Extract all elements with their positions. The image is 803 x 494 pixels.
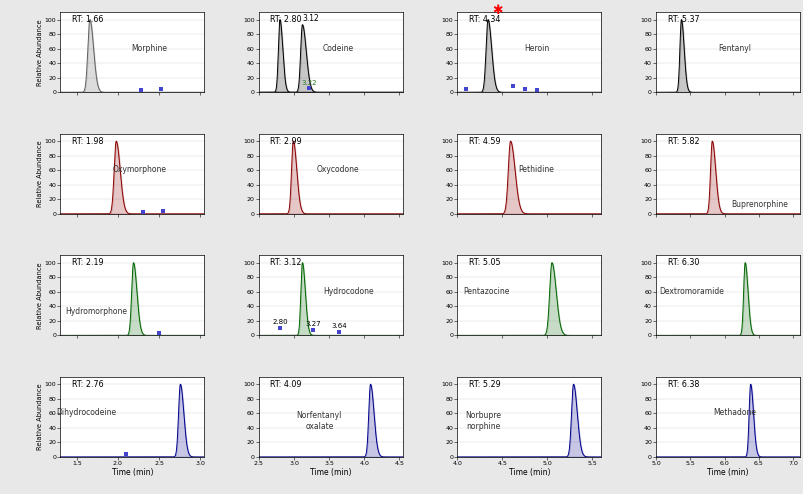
Text: 3.12: 3.12 <box>302 14 319 23</box>
Text: RT: 4.09: RT: 4.09 <box>270 380 302 389</box>
Text: RT: 2.76: RT: 2.76 <box>71 380 104 389</box>
Text: Codeine: Codeine <box>322 44 353 53</box>
X-axis label: Time (min): Time (min) <box>707 467 748 477</box>
Text: RT: 2.80: RT: 2.80 <box>270 15 302 24</box>
Text: Oxycodone: Oxycodone <box>316 165 359 174</box>
Text: RT: 5.82: RT: 5.82 <box>666 137 699 146</box>
Text: Dihydrocodeine: Dihydrocodeine <box>56 409 116 417</box>
Text: RT: 4.59: RT: 4.59 <box>468 137 500 146</box>
Text: 2.80: 2.80 <box>271 319 287 325</box>
Text: Pentazocine: Pentazocine <box>463 287 509 296</box>
Text: Dextromoramide: Dextromoramide <box>658 287 724 296</box>
Text: ✱: ✱ <box>492 4 503 17</box>
Text: RT: 2.99: RT: 2.99 <box>270 137 302 146</box>
Text: Methadone: Methadone <box>713 409 756 417</box>
Text: RT: 1.66: RT: 1.66 <box>71 15 103 24</box>
Text: RT: 5.29: RT: 5.29 <box>468 380 500 389</box>
Text: RT: 6.38: RT: 6.38 <box>666 380 698 389</box>
Y-axis label: Relative Abundance: Relative Abundance <box>37 262 43 329</box>
Text: 3.64: 3.64 <box>331 323 346 329</box>
X-axis label: Time (min): Time (min) <box>112 467 153 477</box>
Text: RT: 1.98: RT: 1.98 <box>71 137 103 146</box>
Text: RT: 4.34: RT: 4.34 <box>468 15 499 24</box>
Text: RT: 5.37: RT: 5.37 <box>666 15 699 24</box>
Text: RT: 3.12: RT: 3.12 <box>270 258 302 267</box>
Text: Fentanyl: Fentanyl <box>718 44 751 53</box>
Text: 3.27: 3.27 <box>305 322 320 328</box>
Text: Norfentanyl
oxalate: Norfentanyl oxalate <box>296 412 341 431</box>
Y-axis label: Relative Abundance: Relative Abundance <box>37 19 43 85</box>
Text: Morphine: Morphine <box>132 44 167 53</box>
X-axis label: Time (min): Time (min) <box>508 467 549 477</box>
Text: Norbupre
norphine: Norbupre norphine <box>465 412 501 431</box>
Text: RT: 6.30: RT: 6.30 <box>666 258 698 267</box>
X-axis label: Time (min): Time (min) <box>310 467 351 477</box>
Text: Buprenorphine: Buprenorphine <box>731 200 787 209</box>
Text: Hydrocodone: Hydrocodone <box>322 287 373 296</box>
Text: RT: 2.19: RT: 2.19 <box>71 258 104 267</box>
Text: Pethidine: Pethidine <box>518 165 554 174</box>
Text: Hydromorphone: Hydromorphone <box>65 307 127 316</box>
Text: 3.22: 3.22 <box>301 80 317 86</box>
Y-axis label: Relative Abundance: Relative Abundance <box>37 141 43 207</box>
Text: Heroin: Heroin <box>524 44 548 53</box>
Y-axis label: Relative Abundance: Relative Abundance <box>37 384 43 450</box>
Text: RT: 5.05: RT: 5.05 <box>468 258 500 267</box>
Text: Oxymorphone: Oxymorphone <box>112 165 166 174</box>
